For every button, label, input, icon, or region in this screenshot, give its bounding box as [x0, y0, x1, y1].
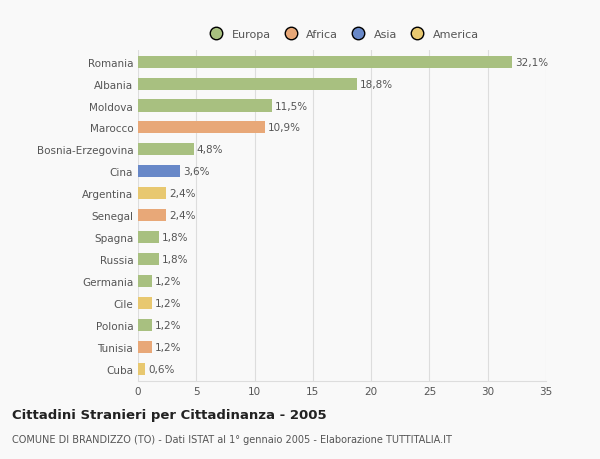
- Bar: [138, 122, 265, 134]
- Bar: [138, 232, 159, 244]
- Bar: [138, 78, 357, 90]
- Text: 18,8%: 18,8%: [360, 79, 393, 90]
- Bar: [138, 188, 166, 200]
- Bar: [138, 144, 194, 156]
- Bar: [138, 363, 145, 375]
- Text: 1,8%: 1,8%: [162, 254, 188, 264]
- Bar: [138, 275, 152, 287]
- Text: 10,9%: 10,9%: [268, 123, 301, 133]
- Bar: [138, 210, 166, 222]
- Bar: [138, 166, 180, 178]
- Bar: [138, 297, 152, 309]
- Text: Cittadini Stranieri per Cittadinanza - 2005: Cittadini Stranieri per Cittadinanza - 2…: [12, 409, 326, 421]
- Text: 0,6%: 0,6%: [148, 364, 174, 374]
- Text: 1,2%: 1,2%: [155, 320, 181, 330]
- Text: 1,2%: 1,2%: [155, 276, 181, 286]
- Text: 1,2%: 1,2%: [155, 342, 181, 352]
- Text: 3,6%: 3,6%: [183, 167, 209, 177]
- Bar: [138, 56, 512, 68]
- Text: 4,8%: 4,8%: [197, 145, 223, 155]
- Text: 11,5%: 11,5%: [275, 101, 308, 111]
- Bar: [138, 319, 152, 331]
- Text: COMUNE DI BRANDIZZO (TO) - Dati ISTAT al 1° gennaio 2005 - Elaborazione TUTTITAL: COMUNE DI BRANDIZZO (TO) - Dati ISTAT al…: [12, 434, 452, 444]
- Text: 1,8%: 1,8%: [162, 233, 188, 243]
- Text: 32,1%: 32,1%: [515, 57, 548, 67]
- Bar: [138, 253, 159, 265]
- Text: 2,4%: 2,4%: [169, 189, 196, 199]
- Legend: Europa, Africa, Asia, America: Europa, Africa, Asia, America: [205, 29, 479, 39]
- Text: 2,4%: 2,4%: [169, 211, 196, 221]
- Text: 1,2%: 1,2%: [155, 298, 181, 308]
- Bar: [138, 341, 152, 353]
- Bar: [138, 100, 272, 112]
